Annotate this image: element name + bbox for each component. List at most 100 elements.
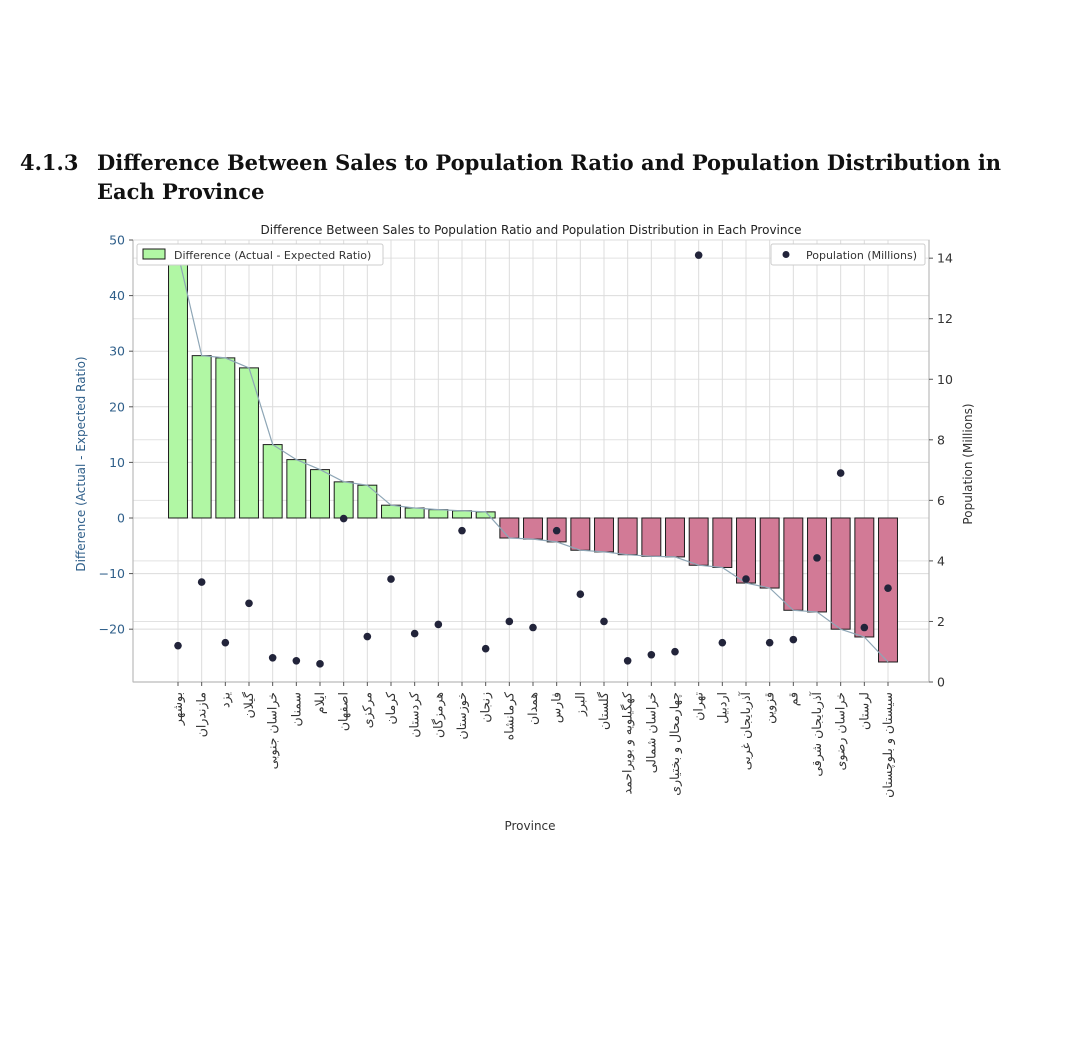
tick-label-x: همدان bbox=[525, 692, 540, 725]
tick-label-x: گلستان bbox=[596, 692, 611, 730]
point-زنجان bbox=[481, 644, 490, 653]
tick-label-x: خراسان جنوبی bbox=[265, 692, 281, 769]
tick-label-x: خراسان رضوی bbox=[833, 692, 849, 770]
point-خوزستان bbox=[458, 526, 466, 535]
tick-label-x: چهارمحال و بختیاری bbox=[667, 692, 683, 796]
tick-label-y: 0 bbox=[117, 510, 125, 525]
point-کهگیلویه و بویراحمد bbox=[623, 657, 632, 665]
tick-label-x: آذربایجان غربی bbox=[738, 691, 754, 770]
point-مازندران bbox=[197, 578, 206, 586]
tick-label-y2: 12 bbox=[937, 311, 953, 326]
point-همدان bbox=[529, 623, 537, 632]
bar-خراسان جنوبی bbox=[262, 444, 283, 519]
point-اصفهان bbox=[339, 514, 348, 523]
legend-bar-swatch bbox=[142, 248, 166, 260]
tick-label-y2: 14 bbox=[937, 251, 953, 266]
tick-label-x: اردبیل bbox=[714, 692, 730, 724]
tick-label-x: بوشهر bbox=[170, 692, 186, 726]
bar-آذربایجان شرقی bbox=[807, 517, 827, 613]
x-axis-title: Province bbox=[504, 819, 555, 833]
bar-خراسان شمالی bbox=[641, 517, 662, 557]
tick-label-x: آذربایجان شرقی bbox=[809, 691, 825, 776]
tick-label-x: کردستان bbox=[407, 692, 423, 738]
legend-layer: Difference (Actual - Expected Ratio) Popu… bbox=[136, 243, 926, 266]
bar-قم bbox=[783, 517, 804, 611]
bar-البرز bbox=[570, 517, 591, 551]
bar-کهگیلویه و بویراحمد bbox=[617, 517, 638, 556]
bar-قزوین bbox=[759, 517, 780, 589]
tick-label-y2: 2 bbox=[937, 614, 945, 629]
legend-bar-label: Difference (Actual - Expected Ratio) bbox=[174, 249, 371, 262]
point-خراسان رضوی bbox=[836, 469, 845, 477]
point-فارس bbox=[552, 526, 561, 535]
tick-label-x: مرکزی bbox=[359, 692, 375, 728]
bar-چهارمحال و بختیاری bbox=[665, 517, 685, 558]
bar-لرستان bbox=[854, 517, 875, 638]
bar-کرمان bbox=[381, 504, 401, 519]
point-تهران bbox=[694, 251, 703, 259]
point-قزوین bbox=[765, 638, 774, 647]
points-layer bbox=[174, 251, 892, 668]
point-بوشهر bbox=[174, 641, 182, 650]
bar-خراسان رضوی bbox=[830, 517, 851, 630]
section-number: 4.1.3 bbox=[20, 150, 79, 175]
tick-label-x: لرستان bbox=[856, 692, 872, 730]
tick-label-x: ایلام bbox=[312, 692, 327, 714]
section-title: Difference Between Sales to Population R… bbox=[97, 150, 1002, 204]
tick-label-y2: 10 bbox=[937, 372, 953, 387]
tick-label-x: کهگیلویه و بویراحمد bbox=[620, 692, 636, 794]
bar-گلستان bbox=[594, 517, 614, 553]
legend-point-swatch bbox=[782, 251, 790, 258]
trend-line bbox=[177, 253, 889, 663]
chart-title: Difference Between Sales to Population R… bbox=[261, 223, 802, 237]
y-axis-title: Difference (Actual - Expected Ratio) bbox=[74, 356, 88, 571]
bar-هرمزگان bbox=[428, 509, 449, 519]
legend-point-box bbox=[770, 243, 926, 266]
legend-bar-box bbox=[136, 243, 384, 266]
bar-ایلام bbox=[310, 469, 330, 519]
point-البرز bbox=[576, 590, 585, 599]
bar-بوشهر bbox=[168, 253, 188, 519]
point-مرکزی bbox=[363, 632, 372, 641]
bar-اصفهان bbox=[333, 481, 354, 519]
point-گلستان bbox=[600, 617, 608, 626]
point-خراسان شمالی bbox=[647, 650, 656, 659]
bar-کردستان bbox=[404, 507, 425, 519]
tick-label-y: −10 bbox=[99, 566, 125, 581]
tick-label-x: سیستان و بلوچستان bbox=[880, 692, 896, 798]
bar-تهران bbox=[688, 517, 709, 566]
bar-کرمانشاه bbox=[499, 517, 520, 539]
tick-label-x: گیلان bbox=[241, 692, 256, 718]
point-قم bbox=[789, 635, 798, 644]
tick-label-y2: 6 bbox=[937, 493, 945, 508]
axes-layer bbox=[129, 239, 933, 686]
tick-label-x: اصفهان bbox=[336, 692, 352, 731]
point-اردبیل bbox=[718, 638, 727, 647]
tick-label-y: 20 bbox=[109, 399, 125, 414]
tick-label-x: کرمانشاه bbox=[501, 692, 517, 740]
tick-label-x: قزوین bbox=[762, 692, 778, 724]
tick-label-y: 30 bbox=[109, 344, 125, 359]
y2-axis-title: Population (Millions) bbox=[961, 403, 975, 524]
tick-label-x: قم bbox=[785, 692, 801, 706]
point-لرستان bbox=[860, 623, 869, 632]
bar-آذربایجان غربی bbox=[736, 517, 756, 584]
trend-line-layer bbox=[177, 253, 889, 663]
tick-label-x: فارس bbox=[549, 692, 565, 723]
bar-خوزستان bbox=[452, 510, 472, 519]
tick-label-y: 40 bbox=[109, 288, 125, 303]
tick-label-y: 10 bbox=[109, 455, 125, 470]
tick-label-y2: 0 bbox=[937, 675, 945, 690]
tick-label-y: −20 bbox=[99, 622, 125, 637]
point-یزد bbox=[221, 638, 230, 647]
point-کردستان bbox=[410, 629, 419, 638]
legend-point: Population (Millions) bbox=[770, 243, 926, 266]
tick-label-x: زنجان bbox=[478, 692, 494, 723]
point-چهارمحال و بختیاری bbox=[671, 647, 679, 656]
tick-label-x: سمنان bbox=[288, 692, 303, 726]
point-آذربایجان شرقی bbox=[813, 554, 821, 562]
tick-label-x: البرز bbox=[572, 692, 588, 717]
bar-سمنان bbox=[286, 459, 307, 519]
tick-label-x: کرمان bbox=[383, 692, 399, 725]
